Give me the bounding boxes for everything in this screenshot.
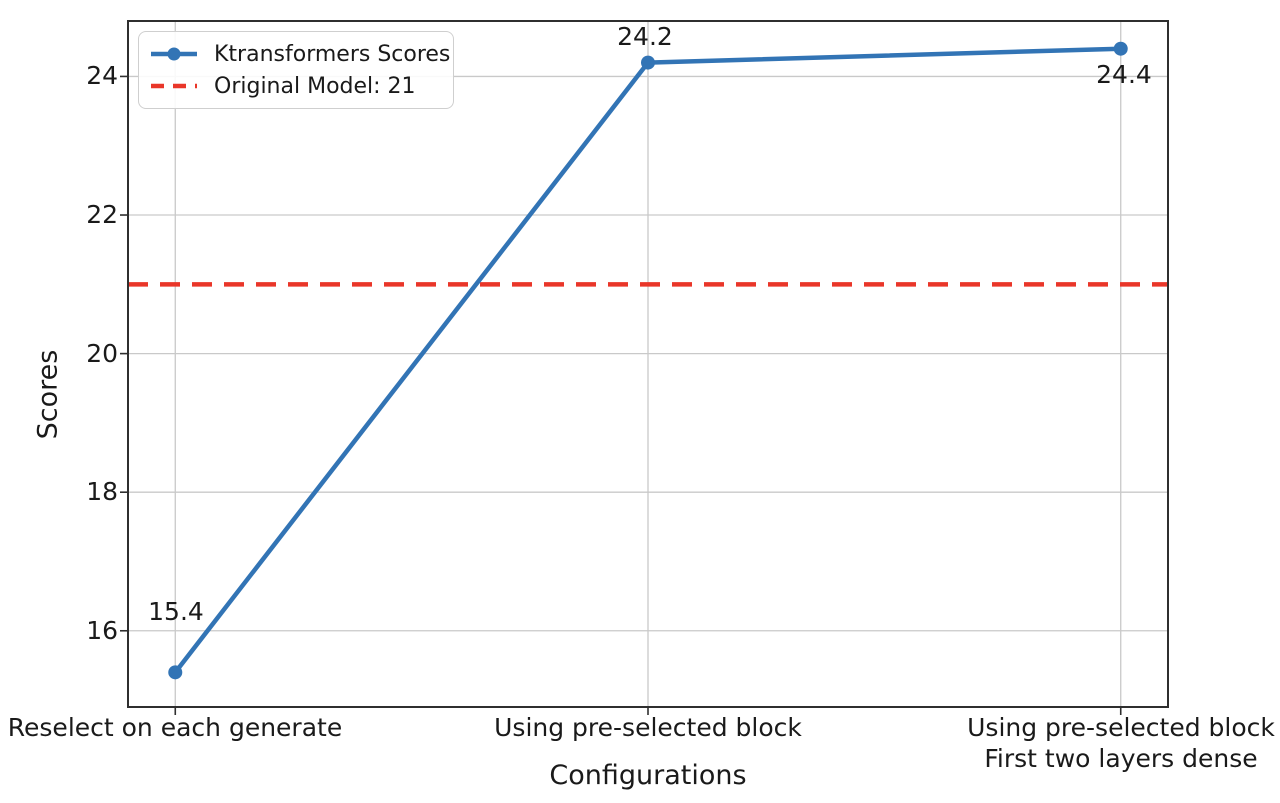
x-tick-label-line: First two layers dense [984, 744, 1258, 773]
dashed-line-sample-icon [151, 83, 197, 89]
legend: Ktransformers Scores Original Model: 21 [138, 31, 454, 109]
data-point-label: 24.4 [1096, 60, 1152, 89]
y-tick-label: 24 [86, 61, 118, 90]
y-tick-label: 22 [86, 200, 118, 229]
data-point-marker [168, 665, 183, 680]
x-tick-label: Reselect on each generate [5, 712, 345, 743]
x-tick-label-line: Reselect on each generate [7, 713, 343, 742]
legend-entry-reference: Original Model: 21 [149, 72, 439, 100]
data-point-label: 24.2 [617, 22, 673, 51]
y-tick-label: 18 [86, 477, 118, 506]
line-marker-sample-icon [151, 47, 197, 61]
x-tick-label: Using pre-selected block [478, 712, 818, 743]
y-tick-label: 16 [86, 616, 118, 645]
data-point-marker [1113, 41, 1128, 56]
x-axis-title: Configurations [549, 760, 747, 791]
legend-label-reference: Original Model: 21 [214, 73, 416, 99]
x-tick-label-line: Using pre-selected block [967, 713, 1275, 742]
y-tick-label: 20 [86, 339, 118, 368]
data-point-label: 15.4 [148, 597, 204, 626]
y-axis-title: Scores [32, 349, 64, 439]
legend-entry-series: Ktransformers Scores [149, 40, 450, 68]
y-axis-title-wrap: Scores [0, 349, 248, 439]
legend-label-series: Ktransformers Scores [214, 41, 451, 67]
x-tick-label-line: Using pre-selected block [494, 713, 802, 742]
x-tick-label: Using pre-selected block First two layer… [951, 712, 1280, 774]
data-point-marker [641, 55, 655, 70]
